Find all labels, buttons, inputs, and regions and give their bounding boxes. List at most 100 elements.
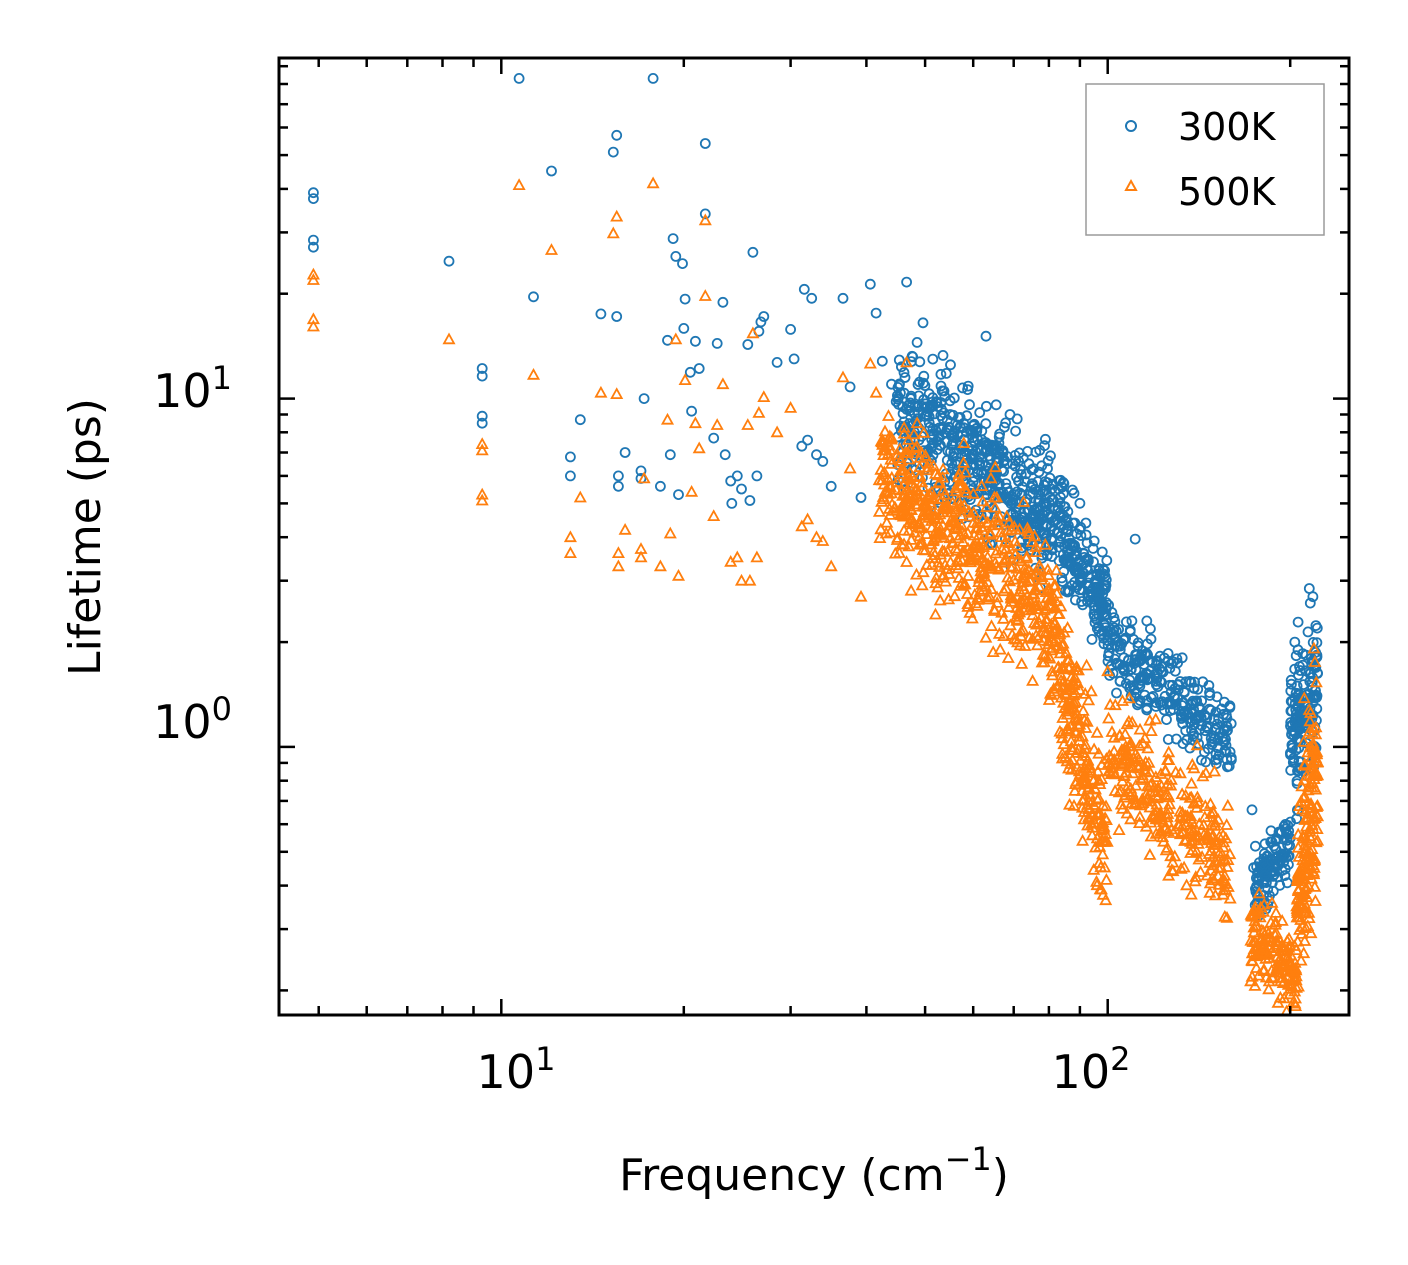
data-point-500k-544 xyxy=(902,497,916,510)
data-point-500k-1352 xyxy=(1291,934,1305,947)
data-point-300k-6 xyxy=(476,370,488,382)
data-point-300k-1244 xyxy=(1282,829,1294,841)
data-point-300k-546 xyxy=(1010,425,1021,437)
data-point-500k-1251 xyxy=(1257,962,1271,975)
data-point-300k-1057 xyxy=(1171,733,1182,745)
data-point-300k-1043 xyxy=(1145,692,1157,703)
data-point-500k-883 xyxy=(1061,683,1075,696)
data-point-300k-675 xyxy=(1067,484,1078,496)
data-point-500k-25 xyxy=(646,176,660,189)
data-point-300k-816 xyxy=(1101,597,1112,609)
data-point-300k-36 xyxy=(686,405,697,417)
data-point-300k-1122 xyxy=(1120,678,1132,690)
data-point-500k-72 xyxy=(915,578,929,591)
data-point-500k-1087 xyxy=(1212,829,1226,842)
data-point-500k-1035 xyxy=(1132,739,1146,751)
data-point-300k-507 xyxy=(1000,417,1011,429)
data-point-500k-1 xyxy=(306,273,320,285)
data-point-300k-154 xyxy=(898,367,910,378)
data-point-500k-999 xyxy=(1158,763,1172,776)
data-point-500k-1088 xyxy=(1183,791,1197,803)
data-point-500k-507 xyxy=(938,558,952,570)
data-point-300k-943 xyxy=(1154,650,1166,662)
data-point-300k-881 xyxy=(1161,714,1172,725)
data-point-500k-658 xyxy=(1087,742,1101,755)
data-point-500k-844 xyxy=(1073,717,1087,730)
data-point-500k-206 xyxy=(941,544,955,557)
data-point-300k-523 xyxy=(935,423,947,435)
data-point-300k-602 xyxy=(992,452,1004,464)
data-point-300k-49 xyxy=(742,339,754,350)
data-point-300k-84 xyxy=(1088,535,1100,547)
legend-label-500k: 500K xyxy=(1178,170,1277,214)
data-point-500k-34 xyxy=(692,441,706,454)
data-point-300k-1118 xyxy=(1178,697,1189,709)
data-point-500k-612 xyxy=(1002,536,1016,548)
data-point-500k-632 xyxy=(1056,711,1070,723)
data-point-300k-839 xyxy=(1064,537,1076,549)
data-point-300k-75 xyxy=(911,336,923,348)
data-point-500k-983 xyxy=(1144,829,1158,842)
data-point-500k-985 xyxy=(1143,713,1157,726)
data-point-300k-0 xyxy=(307,187,319,199)
data-point-500k-48 xyxy=(757,390,771,403)
data-point-500k-1491 xyxy=(1304,798,1318,811)
data-point-300k-60 xyxy=(798,283,810,295)
data-point-300k-826 xyxy=(1046,483,1058,495)
data-point-500k-1073 xyxy=(1132,816,1147,828)
data-point-500k-671 xyxy=(1045,664,1059,677)
data-point-500k-37 xyxy=(707,509,721,521)
data-point-500k-861 xyxy=(1092,791,1106,804)
data-point-500k-10 xyxy=(526,367,541,380)
data-point-300k-9 xyxy=(513,73,525,84)
data-point-500k-1346 xyxy=(1289,981,1303,993)
data-point-500k-569 xyxy=(955,478,969,491)
data-point-300k-1089 xyxy=(1172,684,1184,696)
data-point-500k-837 xyxy=(1099,799,1113,812)
data-point-300k-1116 xyxy=(1105,642,1117,653)
data-point-500k-1034 xyxy=(1183,812,1197,824)
data-point-500k-1165 xyxy=(1174,810,1188,822)
data-point-500k-834 xyxy=(1049,563,1063,576)
data-point-500k-1152 xyxy=(1124,736,1138,748)
data-point-500k-573 xyxy=(921,502,935,515)
data-point-500k-558 xyxy=(1014,624,1028,637)
data-point-300k-533 xyxy=(986,484,998,496)
data-point-500k-1302 xyxy=(1269,906,1283,918)
data-point-300k-566 xyxy=(912,401,924,413)
data-point-300k-1106 xyxy=(1134,695,1146,706)
data-point-300k-42 xyxy=(711,337,723,349)
x-tick-label-10: 101 xyxy=(477,1040,556,1099)
data-point-300k-1076 xyxy=(1218,708,1229,720)
data-point-500k-1118 xyxy=(1186,843,1200,855)
data-point-500k-551 xyxy=(988,555,1002,568)
data-point-500k-1446 xyxy=(1296,853,1310,866)
data-point-300k-427 xyxy=(1036,552,1048,564)
data-point-300k-34 xyxy=(679,293,691,305)
data-point-500k-622 xyxy=(893,454,907,467)
y-tick-label-1: 100 xyxy=(153,690,232,749)
data-point-500k-227 xyxy=(1029,617,1043,630)
data-point-500k-471 xyxy=(980,500,994,513)
data-point-300k-918 xyxy=(1111,687,1122,699)
data-point-300k-494 xyxy=(894,378,905,390)
data-point-500k-50 xyxy=(784,401,798,413)
data-point-500k-1478 xyxy=(1296,920,1310,932)
data-point-500k-1506 xyxy=(1308,894,1322,906)
data-point-500k-580 xyxy=(905,511,919,524)
data-point-500k-1188 xyxy=(1113,729,1127,741)
data-point-300k-119 xyxy=(940,367,952,379)
data-point-500k-374 xyxy=(996,611,1010,624)
data-point-300k-1078 xyxy=(1109,653,1121,665)
data-point-300k-1150 xyxy=(1250,840,1261,852)
data-points-layer xyxy=(306,73,1325,1017)
data-point-300k-844 xyxy=(1100,574,1112,586)
data-point-300k-1404 xyxy=(1292,722,1304,734)
data-point-500k-1236 xyxy=(1262,982,1276,995)
data-point-300k-796 xyxy=(1047,532,1058,544)
data-point-500k-549 xyxy=(884,480,898,493)
data-point-300k-78 xyxy=(937,349,949,361)
data-point-500k-851 xyxy=(1073,683,1087,695)
data-point-300k-1321 xyxy=(1310,662,1322,673)
data-point-500k-1119 xyxy=(1179,832,1193,845)
